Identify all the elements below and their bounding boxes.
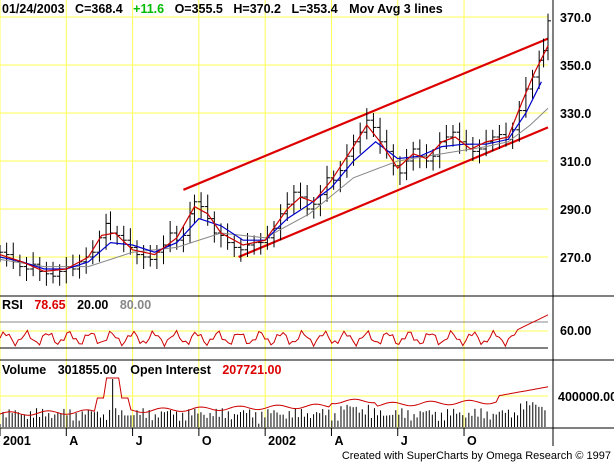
plot-area (0, 13, 551, 427)
grid-lines (0, 0, 548, 428)
rsi-lower: 20.00 (77, 298, 108, 312)
oi-label: Open Interest (130, 363, 211, 377)
x-tick-label: 2001 (3, 434, 31, 448)
ma-mid-line (0, 81, 542, 270)
volume-header: Volume 301855.00 Open Interest 207721.00 (2, 363, 281, 377)
header-change: +11.6 (133, 2, 164, 16)
x-tick-label: 2002 (268, 434, 296, 448)
x-tick-label: O (467, 434, 477, 448)
ma-slow-line (0, 107, 549, 268)
ma-fast-line (0, 45, 549, 273)
open-interest-line (0, 377, 549, 416)
price-y-tick-label: 350.0 (560, 59, 591, 73)
price-y-ticks: 370.0 350.0 330.0 310.0 290.0 270.0 (560, 11, 591, 265)
x-tick-label: J (136, 434, 143, 448)
rsi-label: RSI (2, 298, 23, 312)
x-tick-label: O (202, 434, 212, 448)
volume-label: Volume (2, 363, 46, 377)
price-y-tick-label: 370.0 (560, 11, 591, 25)
header-close: C=368.4 (75, 2, 123, 16)
x-ticks: 2001 A J O 2002 A J O (0, 428, 477, 448)
header-open: O=355.5 (175, 2, 223, 16)
channel-lower-line (238, 126, 549, 259)
x-tick-label: J (401, 434, 408, 448)
price-y-tick-label: 310.0 (560, 155, 591, 169)
channel-upper-line (182, 37, 549, 191)
rsi-value: 78.65 (34, 298, 65, 312)
header-date: 01/24/2003 (2, 2, 65, 16)
oi-value: 207721.00 (222, 363, 281, 377)
x-tick-label: A (334, 434, 343, 448)
price-y-tick-label: 330.0 (560, 107, 591, 121)
header-low: L=353.4 (291, 2, 337, 16)
header-study: Mov Avg 3 lines (349, 2, 443, 16)
x-tick-label: A (69, 434, 78, 448)
volume-value: 301855.00 (58, 363, 117, 377)
price-y-tick-label: 290.0 (560, 203, 591, 217)
price-y-tick-label: 270.0 (560, 251, 591, 265)
volume-ytick-label: 400000.00 (558, 390, 614, 404)
rsi-header: RSI 78.65 20.00 80.00 (2, 298, 151, 312)
rsi-line (0, 314, 549, 348)
header-line: 01/24/2003 C=368.4 +11.6 O=355.5 H=370.2… (2, 2, 443, 16)
rsi-ytick-label: 60.00 (560, 324, 591, 338)
rsi-upper: 80.00 (120, 298, 151, 312)
header-high: H=370.2 (233, 2, 281, 16)
footer-credit: Created with SuperCharts by Omega Resear… (342, 450, 611, 462)
